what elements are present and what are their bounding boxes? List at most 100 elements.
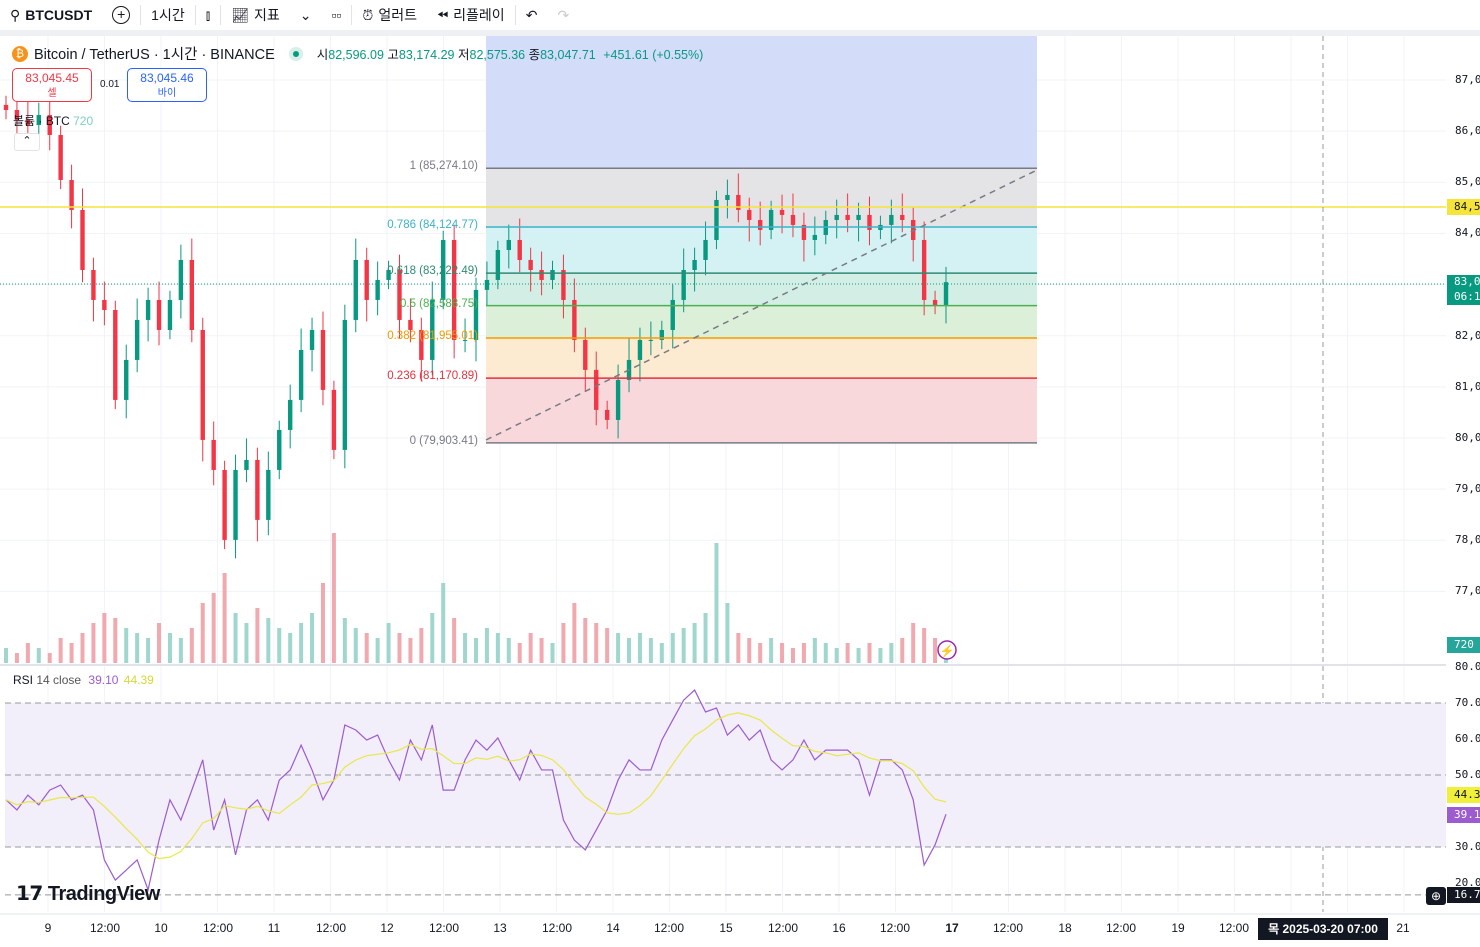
volume-bar — [135, 633, 140, 663]
rsi-line — [5, 689, 947, 892]
plus-circle-icon: + — [112, 6, 131, 24]
candle — [233, 469, 238, 540]
volume-bar — [364, 633, 369, 663]
volume-bar — [211, 593, 216, 663]
chart-canvas[interactable]: ⚡ — [0, 36, 1480, 947]
rsi-tag: 39.1 — [1447, 807, 1480, 823]
chart-type-button[interactable]: ⫾ — [196, 0, 220, 30]
toolbar-separator — [0, 30, 1480, 36]
volume-bar — [539, 638, 544, 663]
search-icon: ⚲ — [10, 6, 21, 23]
volume-bar — [911, 623, 916, 663]
collapse-legend-button[interactable]: ⌃ — [14, 133, 40, 151]
volume-bar — [375, 638, 380, 663]
zoom-button[interactable]: ⊕ — [1426, 887, 1446, 905]
volume-bar — [900, 638, 905, 663]
volume-bar — [102, 613, 107, 663]
volume-bar — [889, 643, 894, 663]
candle — [692, 259, 697, 270]
volume-legend: 볼륨 · BTC 720 — [13, 114, 94, 128]
volume-bar — [670, 633, 675, 663]
volume-bar — [178, 638, 183, 663]
candle — [517, 239, 522, 260]
candle — [921, 239, 927, 300]
time-axis-label: 12:00 — [1105, 921, 1137, 935]
volume-bar — [933, 638, 938, 663]
price-axis-label: 78,00 — [1455, 533, 1480, 547]
volume-bar — [14, 653, 19, 663]
redo-button[interactable]: ↷ — [547, 0, 579, 30]
volume-bar — [681, 628, 686, 663]
buy-button[interactable]: 83,045.46 바이 — [127, 68, 207, 102]
divider — [220, 5, 222, 25]
time-axis-label: 15 — [719, 921, 733, 935]
candle — [211, 439, 216, 470]
indicators-button[interactable]: 📈︎ 지표 — [231, 6, 280, 24]
volume-bar — [452, 618, 457, 663]
volume-bar — [310, 613, 315, 663]
candle — [539, 269, 544, 280]
volume-bar — [561, 623, 566, 663]
candle — [408, 319, 413, 330]
layout-grid-icon: ▫▫ — [331, 7, 342, 23]
symbol-title: Bitcoin / TetherUS · 1시간 · BINANCE — [34, 47, 275, 63]
candle — [790, 214, 796, 225]
candle — [58, 134, 63, 180]
fib-zone — [486, 378, 1037, 443]
volume-bar — [758, 643, 763, 663]
redo-icon: ↷ — [557, 6, 570, 23]
fib-level-label: 0.5 (82,588.75) — [399, 297, 478, 310]
alert-button[interactable]: ⏰︎ 얼러트 — [362, 6, 417, 24]
volume-bar — [812, 638, 817, 663]
price-axis-label: 84,00 — [1455, 226, 1480, 240]
indicators-dropdown[interactable]: ⌄ — [290, 0, 322, 30]
volume-bar — [157, 623, 162, 663]
volume-bar — [747, 638, 752, 663]
time-axis-label: 16 — [832, 921, 846, 935]
replay-button[interactable]: ⏪︎ 리플레이 — [436, 6, 505, 24]
volume-bar — [288, 633, 293, 663]
fib-level-label: 1 (85,274.10) — [409, 160, 478, 173]
candle — [266, 469, 271, 520]
candle — [189, 259, 195, 330]
undo-icon: ↶ — [525, 6, 538, 23]
candle — [506, 239, 511, 250]
volume-bar — [299, 623, 304, 663]
alarm-icon: ⏰︎ — [362, 6, 374, 23]
candle — [353, 259, 358, 320]
symbol-search-button[interactable]: ⚲ BTCUSDT — [10, 6, 93, 24]
candle — [943, 282, 949, 305]
candle — [3, 104, 9, 111]
candle — [91, 269, 96, 300]
lightning-icon-glyph: ⚡ — [940, 644, 955, 658]
candle — [736, 194, 741, 210]
undo-button[interactable]: ↶ — [516, 0, 548, 30]
volume-bar — [692, 623, 697, 663]
volume-bar — [703, 613, 708, 663]
candle — [102, 299, 107, 310]
volume-bar — [430, 613, 435, 663]
volume-bar — [58, 638, 63, 663]
sell-button[interactable]: 83,045.45 셀 — [12, 68, 92, 102]
volume-bar — [419, 628, 424, 663]
time-axis-label: 10 — [154, 921, 168, 935]
layout-button[interactable]: ▫▫ — [321, 0, 351, 30]
interval-button[interactable]: 1시간 — [151, 7, 185, 23]
volume-bar — [113, 618, 118, 663]
volume-bar — [474, 638, 478, 663]
price-axis-label: 80,00 — [1455, 430, 1480, 444]
volume-bar — [91, 623, 96, 663]
candle — [747, 209, 752, 220]
candle — [80, 209, 85, 270]
volume-bar — [834, 648, 839, 663]
price-axis-label: 85,00 — [1455, 175, 1480, 189]
candle — [298, 349, 304, 400]
compare-button[interactable]: + — [102, 0, 140, 30]
volume-bar — [572, 603, 577, 663]
volume-bar — [277, 628, 282, 663]
candle — [615, 379, 621, 420]
tradingview-logo: 𝟭𝟳 TradingView — [16, 883, 160, 905]
time-axis-label: 12:00 — [541, 921, 573, 935]
time-axis-label: 12 — [380, 921, 394, 935]
volume-bar — [80, 633, 85, 663]
